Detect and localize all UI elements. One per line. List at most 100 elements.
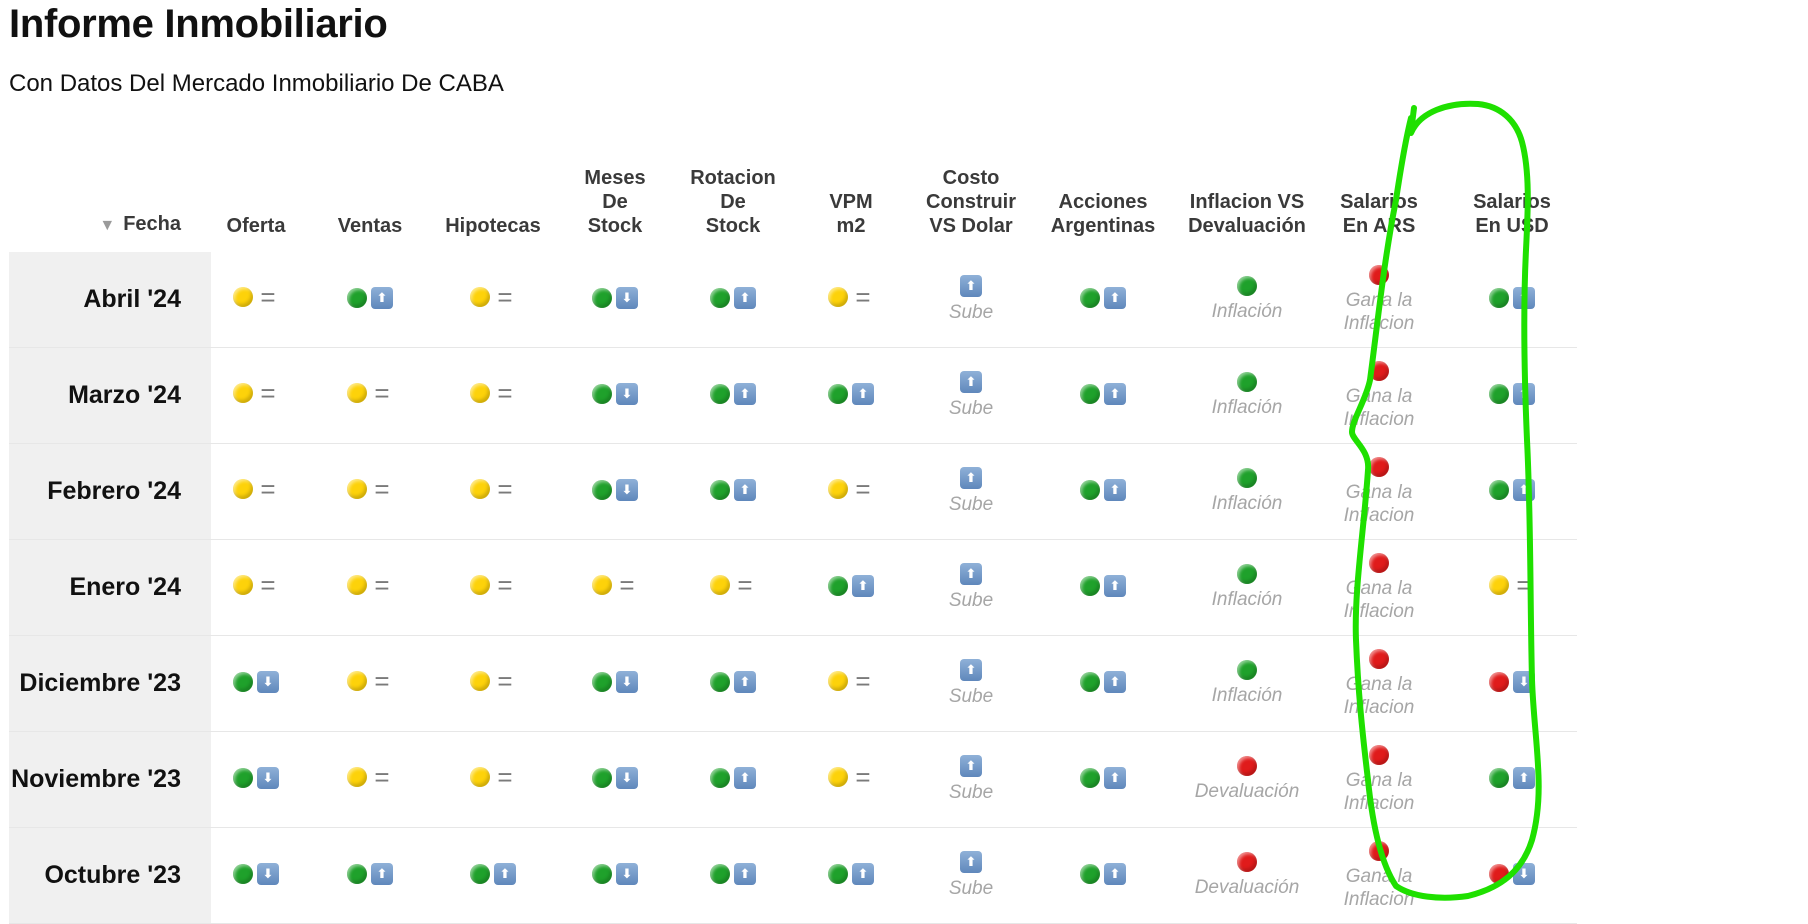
- indicator: ⬇: [592, 862, 638, 885]
- indicator-note: Gana la Inflacion: [1343, 769, 1415, 814]
- arrow-up-icon: ⬆: [1513, 766, 1535, 789]
- indicator: ⬆: [1080, 862, 1126, 885]
- indicator: =: [828, 666, 874, 696]
- indicator-cell: Devaluación: [1183, 827, 1311, 924]
- indicator-cell: ⬆: [1023, 635, 1183, 732]
- red-dot-icon: [1369, 360, 1389, 381]
- indicator-cell: =: [439, 443, 547, 540]
- equals-icon: =: [374, 378, 390, 408]
- indicator-cell: =: [301, 539, 439, 636]
- indicator: ⬆: [1080, 766, 1126, 789]
- arrow-up-icon: ⬆: [1104, 478, 1126, 501]
- green-dot-icon: [1489, 383, 1509, 404]
- indicator-stack: Devaluación: [1183, 756, 1311, 803]
- indicator: =: [470, 668, 516, 694]
- sort-descending-icon[interactable]: ▼: [99, 217, 116, 234]
- red-dot-icon: [1489, 671, 1509, 692]
- yellow-dot-icon: [233, 575, 253, 595]
- column-header-label: Hipotecas: [445, 215, 541, 237]
- indicator-note: Inflación: [1211, 589, 1283, 610]
- indicator: ⬇: [1489, 862, 1535, 885]
- row-date: Abril '24: [9, 252, 211, 348]
- indicator-cell: ⬆: [683, 443, 783, 540]
- column-header-label: Oferta: [226, 215, 286, 237]
- yellow-dot-icon: [347, 671, 367, 691]
- row-date: Febrero '24: [9, 443, 211, 540]
- column-header: VPM m2: [783, 137, 919, 252]
- indicator-cell: Inflación: [1183, 443, 1311, 540]
- equals-icon: =: [855, 666, 871, 696]
- green-dot-icon: [592, 767, 612, 788]
- arrow-up-icon: ⬆: [960, 371, 982, 393]
- indicator: =: [828, 764, 874, 790]
- yellow-dot-icon: [470, 383, 490, 403]
- indicator-note: Inflación: [1211, 301, 1283, 322]
- indicator-stack: ⬆ Sube: [919, 563, 1023, 612]
- green-dot-icon: [1080, 287, 1100, 308]
- indicator-cell: ⬆: [783, 347, 919, 444]
- column-header: Rotacion De Stock: [683, 137, 783, 252]
- indicator: ⬆: [710, 286, 756, 309]
- indicator: ⬆: [347, 286, 393, 309]
- column-header-label: Argentinas: [1050, 215, 1156, 237]
- indicator-cell: ⬆ Sube: [919, 252, 1023, 348]
- column-header-fecha[interactable]: ▼ Fecha: [9, 137, 211, 252]
- column-header-label: De: [720, 191, 746, 213]
- indicator-stack: Gana la Inflacion: [1311, 552, 1447, 623]
- indicator-cell: =: [301, 731, 439, 828]
- column-header-label: Salarios: [1340, 191, 1418, 213]
- indicator-cell: ⬇: [211, 731, 301, 828]
- indicator: =: [710, 572, 756, 598]
- arrow-up-icon: ⬆: [960, 275, 982, 297]
- indicator-stack: ⬆ Sube: [919, 659, 1023, 708]
- indicator-cell: ⬆: [1447, 443, 1577, 540]
- green-dot-icon: [1237, 564, 1257, 584]
- indicator-stack: Gana la Inflacion: [1311, 840, 1447, 911]
- indicator-cell: ⬆ Sube: [919, 539, 1023, 636]
- green-dot-icon: [347, 863, 367, 884]
- arrow-up-icon: ⬆: [1104, 382, 1126, 405]
- column-header-label: Ventas: [337, 215, 403, 237]
- green-dot-icon: [828, 863, 848, 884]
- green-dot-icon: [1080, 863, 1100, 884]
- indicator: ⬆: [1080, 478, 1126, 501]
- arrow-down-icon: ⬇: [616, 670, 638, 693]
- indicator-note: Sube: [948, 878, 994, 899]
- equals-icon: =: [260, 474, 276, 504]
- indicator-cell: Gana la Inflacion: [1311, 443, 1447, 540]
- table-row: Abril '24 = ⬆ = ⬇ ⬆ = ⬆ Sube ⬆ Inflación Gana la Inf…: [9, 252, 1577, 348]
- indicator-cell: =: [211, 539, 301, 636]
- indicator-cell: ⬇: [547, 827, 683, 924]
- green-dot-icon: [592, 287, 612, 308]
- indicator-note: Gana la Inflacion: [1343, 673, 1415, 718]
- arrow-up-icon: ⬆: [1104, 574, 1126, 597]
- indicator-cell: ⬆: [683, 731, 783, 828]
- table-row: Enero '24 = = = = = ⬆ ⬆ Sube ⬆ Inflación Gana la Inf…: [9, 539, 1577, 636]
- indicator: ⬆: [1080, 574, 1126, 597]
- indicator-stack: Gana la Inflacion: [1311, 264, 1447, 335]
- green-dot-icon: [592, 671, 612, 692]
- indicator-cell: =: [439, 539, 547, 636]
- arrow-up-icon: ⬆: [960, 563, 982, 585]
- green-dot-icon: [1080, 575, 1100, 596]
- indicator: ⬆: [1489, 478, 1535, 501]
- equals-icon: =: [497, 282, 513, 312]
- indicator: ⬆: [710, 382, 756, 405]
- arrow-up-icon: ⬆: [1513, 286, 1535, 309]
- equals-icon: =: [374, 570, 390, 600]
- arrow-up-icon: ⬆: [1104, 286, 1126, 309]
- column-header-label: Inflacion VS: [1189, 191, 1305, 213]
- indicator: =: [233, 284, 279, 310]
- column-header: Costo Construir VS Dolar: [919, 137, 1023, 252]
- indicator-stack: Inflación: [1183, 276, 1311, 323]
- green-dot-icon: [828, 383, 848, 404]
- arrow-up-icon: ⬆: [371, 862, 393, 885]
- indicator-note: Sube: [948, 782, 994, 803]
- indicator: =: [347, 378, 393, 408]
- indicator: ⬆: [1489, 766, 1535, 789]
- indicator: ⬇: [592, 478, 638, 501]
- indicator: ⬇: [592, 766, 638, 789]
- indicator-cell: Gana la Inflacion: [1311, 731, 1447, 828]
- column-header-label: m2: [836, 215, 866, 237]
- indicator-cell: Devaluación: [1183, 731, 1311, 828]
